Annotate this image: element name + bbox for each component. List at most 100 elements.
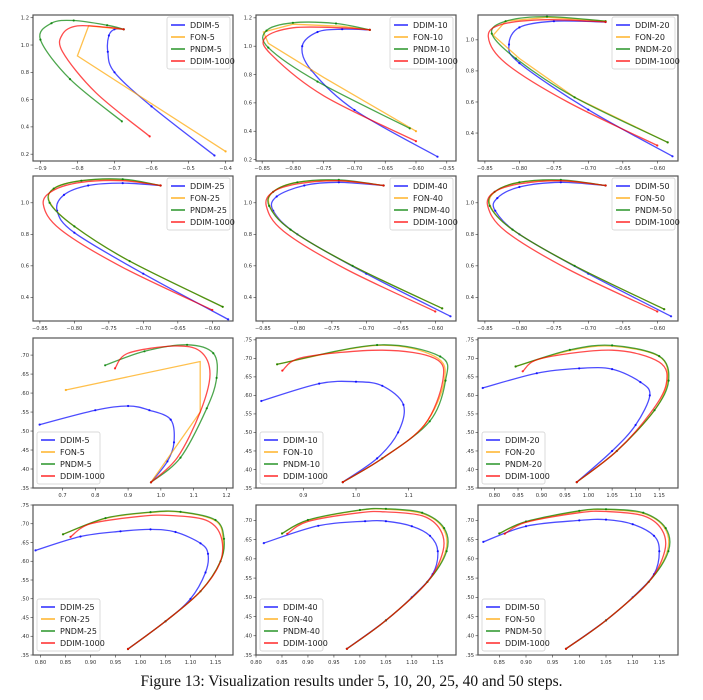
legend-label: DDIM-10 xyxy=(413,21,448,30)
legend-box xyxy=(481,598,546,652)
data-point-DDIM-25 xyxy=(62,193,66,196)
legend-box xyxy=(611,16,676,70)
data-point-PNDM-50 xyxy=(667,550,670,553)
data-point-DDIM-5 xyxy=(166,460,169,463)
data-point-DDIM-20 xyxy=(535,372,538,375)
plot-frame xyxy=(32,337,234,489)
data-point-PNDM-25 xyxy=(48,201,51,204)
series-line-DDIM-1000 xyxy=(487,19,658,147)
series-line-DDIM-1000 xyxy=(42,179,213,311)
data-point-DDIM-1000 xyxy=(434,310,437,313)
y-tick-label: 1.0 xyxy=(466,38,474,44)
data-point-DDIM-40 xyxy=(303,184,306,187)
data-point-PNDM-20 xyxy=(504,20,507,23)
x-tick-label: 0.80 xyxy=(35,660,47,666)
data-point-DDIM-50 xyxy=(496,197,499,200)
series-line-DDIM-1000 xyxy=(522,349,668,483)
data-point-DDIM-10 xyxy=(316,30,319,34)
x-tick-label: 0.85 xyxy=(276,660,288,666)
y-tick-label: .60 xyxy=(466,393,474,399)
data-point-DDIM-5 xyxy=(127,404,130,408)
legend-label: DDIM-1000 xyxy=(283,472,328,481)
data-point-DDIM-1000 xyxy=(382,184,385,187)
y-tick-label: 1.0 xyxy=(244,44,252,50)
data-point-PNDM-40 xyxy=(443,527,446,530)
data-point-PNDM-10 xyxy=(276,363,279,366)
y-tick-label: .55 xyxy=(244,576,252,582)
data-point-DDIM-10 xyxy=(354,380,358,383)
legend-label: PNDM-40 xyxy=(283,627,320,636)
data-point-PNDM-20 xyxy=(490,32,493,35)
x-tick-label: 0.90 xyxy=(85,660,97,666)
data-point-DDIM-20 xyxy=(671,155,674,158)
x-tick-label: −0.75 xyxy=(546,166,562,172)
data-point-PNDM-25 xyxy=(73,225,76,228)
x-tick-label: −0.80 xyxy=(289,326,305,332)
legend-label: PNDM-50 xyxy=(505,627,542,636)
y-tick-label: 0.4 xyxy=(244,295,253,301)
data-point-DDIM-50 xyxy=(652,534,656,537)
data-point-DDIM-10 xyxy=(353,108,356,112)
data-point-DDIM-10 xyxy=(341,28,344,31)
data-point-DDIM-40 xyxy=(410,525,413,528)
figure-grid: −0.9 −0.8 −0.7 −0.6 −0.5 −0.4 0.2 0.4 0.6 0.8 1.0 1… xyxy=(21,14,680,666)
x-tick-label: 1.10 xyxy=(627,660,639,666)
y-tick-label: 0.4 xyxy=(21,125,30,131)
x-tick-label: −0.4 xyxy=(219,166,232,172)
y-tick-label: .75 xyxy=(244,338,252,344)
x-tick-label: 0.7 xyxy=(58,493,66,499)
data-point-PNDM-50 xyxy=(642,511,645,514)
y-tick-label: .40 xyxy=(244,634,252,640)
y-tick-label: .45 xyxy=(21,615,29,621)
data-point-PNDM-10 xyxy=(267,46,270,49)
x-tick-label: 1.15 xyxy=(653,493,665,499)
x-tick-label: −0.65 xyxy=(615,166,631,172)
y-tick-label: 0.8 xyxy=(466,232,474,238)
data-point-FON-10 xyxy=(414,130,418,133)
plot-frame xyxy=(477,337,679,489)
y-tick-label: 0.8 xyxy=(244,72,252,78)
y-tick-label: .65 xyxy=(21,372,29,378)
legend-label: DDIM-1000 xyxy=(505,472,550,481)
y-tick-label: .50 xyxy=(21,429,29,435)
legend-label: FON-50 xyxy=(635,194,665,203)
data-point-DDIM-25 xyxy=(206,552,210,555)
data-point-PNDM-50 xyxy=(518,181,521,184)
legend-label: DDIM-5 xyxy=(190,21,220,30)
legend: DDIM-50 FON-50 PNDM-50 DDIM-1000 xyxy=(481,598,550,652)
y-tick-label: .45 xyxy=(466,614,474,620)
data-point-PNDM-10 xyxy=(439,355,442,358)
y-tick-label: .70 xyxy=(466,518,474,524)
subplot-10: 0.80 0.85 0.90 0.95 1.00 1.05 1.10 1.15 .35 .40 .4… xyxy=(21,503,234,666)
x-tick-label: 1.15 xyxy=(654,660,666,666)
data-point-DDIM-5 xyxy=(148,409,151,412)
y-tick-label: .75 xyxy=(466,338,474,344)
legend-label: DDIM-1000 xyxy=(635,57,680,66)
data-point-PNDM-25 xyxy=(222,537,226,540)
y-tick-label: 0.4 xyxy=(244,129,253,135)
y-tick-label: 0.4 xyxy=(21,295,30,301)
x-tick-label: −0.65 xyxy=(170,326,186,332)
y-tick-label: .35 xyxy=(21,653,29,659)
x-tick-label: −0.60 xyxy=(204,326,220,332)
data-point-PNDM-40 xyxy=(289,228,292,231)
y-tick-label: .35 xyxy=(21,486,29,492)
data-point-DDIM-25 xyxy=(87,184,90,187)
data-point-PNDM-25 xyxy=(80,179,83,182)
x-tick-label: 1.1 xyxy=(190,493,198,499)
legend-label: DDIM-1000 xyxy=(635,218,680,227)
data-point-DDIM-5 xyxy=(169,418,172,421)
data-point-DDIM-1000 xyxy=(368,28,371,31)
subplot-11: 0.80 0.85 0.90 0.95 1.00 1.05 1.10 1.15 .35 .40 .4… xyxy=(244,504,457,666)
y-tick-label: .50 xyxy=(244,430,252,436)
subplot-3: −0.85 −0.80 −0.75 −0.70 −0.65 −0.60 0.4 0.6 0.8 1… xyxy=(466,14,680,172)
subplot-2: −0.85 −0.80 −0.75 −0.70 −0.65 −0.60 −0.55 0.2 0.… xyxy=(244,14,458,172)
subplot-1: −0.9 −0.8 −0.7 −0.6 −0.5 −0.4 0.2 0.4 0.6 0.8 1.0 1… xyxy=(21,14,235,172)
data-point-PNDM-50 xyxy=(511,228,514,231)
data-point-PNDM-10 xyxy=(428,420,431,423)
data-point-DDIM-50 xyxy=(494,209,497,212)
series-line-PNDM-10 xyxy=(262,21,411,129)
y-tick-label: .60 xyxy=(244,393,252,399)
x-tick-label: 1.05 xyxy=(380,660,392,666)
y-tick-label: 0.2 xyxy=(244,157,252,163)
